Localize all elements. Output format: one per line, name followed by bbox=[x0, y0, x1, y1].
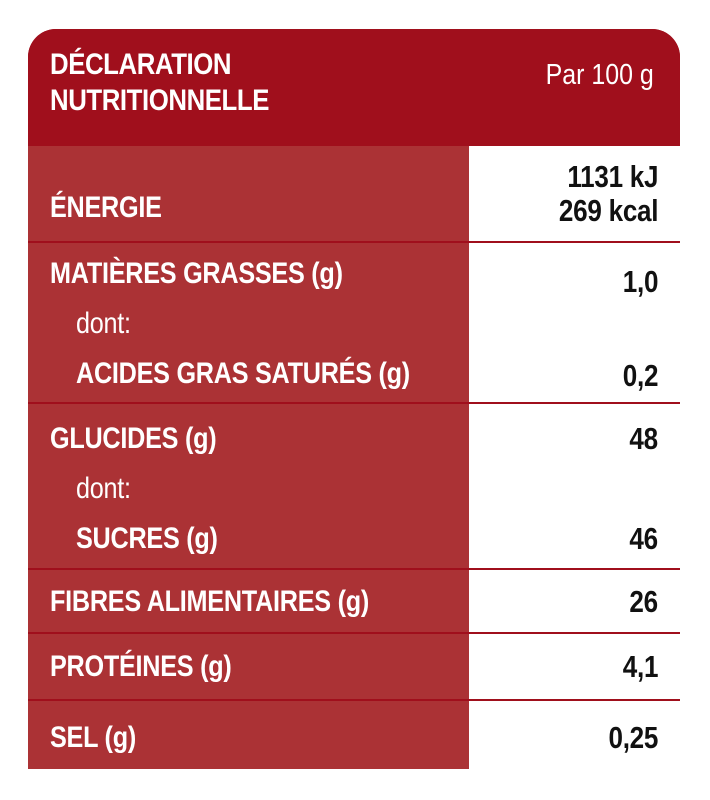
energy-label-cell: ÉNERGIE bbox=[28, 146, 469, 241]
fat-label-cell: MATIÈRES GRASSES (g) dont: ACIDES GRAS S… bbox=[28, 243, 469, 402]
saturated-fat-value: 0,2 bbox=[622, 358, 659, 393]
protein-value-cell: 4,1 bbox=[469, 634, 680, 699]
nutrition-table: DÉCLARATION NUTRITIONNELLE Par 100 g ÉNE… bbox=[28, 29, 680, 769]
fat-dont-label: dont: bbox=[76, 307, 131, 340]
fat-value: 1,0 bbox=[622, 264, 659, 299]
fat-label: MATIÈRES GRASSES (g) bbox=[50, 257, 343, 290]
energy-label: ÉNERGIE bbox=[50, 191, 162, 224]
salt-label-cell: SEL (g) bbox=[28, 701, 469, 769]
carbs-value-cell: 48 46 bbox=[469, 404, 680, 568]
carbs-label: GLUCIDES (g) bbox=[50, 422, 217, 455]
fibre-label-cell: FIBRES ALIMENTAIRES (g) bbox=[28, 570, 469, 632]
per-100g-label: Par 100 g bbox=[545, 59, 654, 91]
fibre-value: 26 bbox=[629, 584, 659, 619]
row-carbs: GLUCIDES (g) dont: SUCRES (g) 48 46 bbox=[28, 404, 680, 568]
protein-value: 4,1 bbox=[622, 649, 659, 684]
carbs-value: 48 bbox=[629, 421, 659, 456]
row-fibre: FIBRES ALIMENTAIRES (g) 26 bbox=[28, 570, 680, 632]
salt-value-cell: 0,25 bbox=[469, 701, 680, 769]
row-fat: MATIÈRES GRASSES (g) dont: ACIDES GRAS S… bbox=[28, 243, 680, 402]
saturated-fat-label: ACIDES GRAS SATURÉS (g) bbox=[76, 357, 410, 390]
row-salt: SEL (g) 0,25 bbox=[28, 701, 680, 769]
sugars-value: 46 bbox=[629, 521, 659, 556]
title-line-1: DÉCLARATION bbox=[50, 48, 232, 81]
carbs-dont-label: dont: bbox=[76, 472, 131, 505]
salt-label: SEL (g) bbox=[50, 721, 136, 754]
sugars-label: SUCRES (g) bbox=[76, 522, 218, 555]
carbs-label-cell: GLUCIDES (g) dont: SUCRES (g) bbox=[28, 404, 469, 568]
table-title: DÉCLARATION NUTRITIONNELLE bbox=[50, 47, 269, 119]
energy-kcal-value: 269 kcal bbox=[558, 193, 659, 228]
energy-kj-value: 1131 kJ bbox=[567, 159, 658, 194]
energy-value-cell: 1131 kJ 269 kcal bbox=[469, 146, 680, 241]
protein-label: PROTÉINES (g) bbox=[50, 650, 232, 683]
table-header: DÉCLARATION NUTRITIONNELLE Par 100 g bbox=[28, 29, 680, 144]
row-energy: ÉNERGIE 1131 kJ 269 kcal bbox=[28, 146, 680, 241]
title-line-2: NUTRITIONNELLE bbox=[50, 84, 270, 117]
fat-value-cell: 1,0 0,2 bbox=[469, 243, 680, 402]
fibre-value-cell: 26 bbox=[469, 570, 680, 632]
protein-label-cell: PROTÉINES (g) bbox=[28, 634, 469, 699]
salt-value: 0,25 bbox=[608, 720, 658, 755]
fibre-label: FIBRES ALIMENTAIRES (g) bbox=[50, 585, 369, 618]
row-protein: PROTÉINES (g) 4,1 bbox=[28, 634, 680, 699]
